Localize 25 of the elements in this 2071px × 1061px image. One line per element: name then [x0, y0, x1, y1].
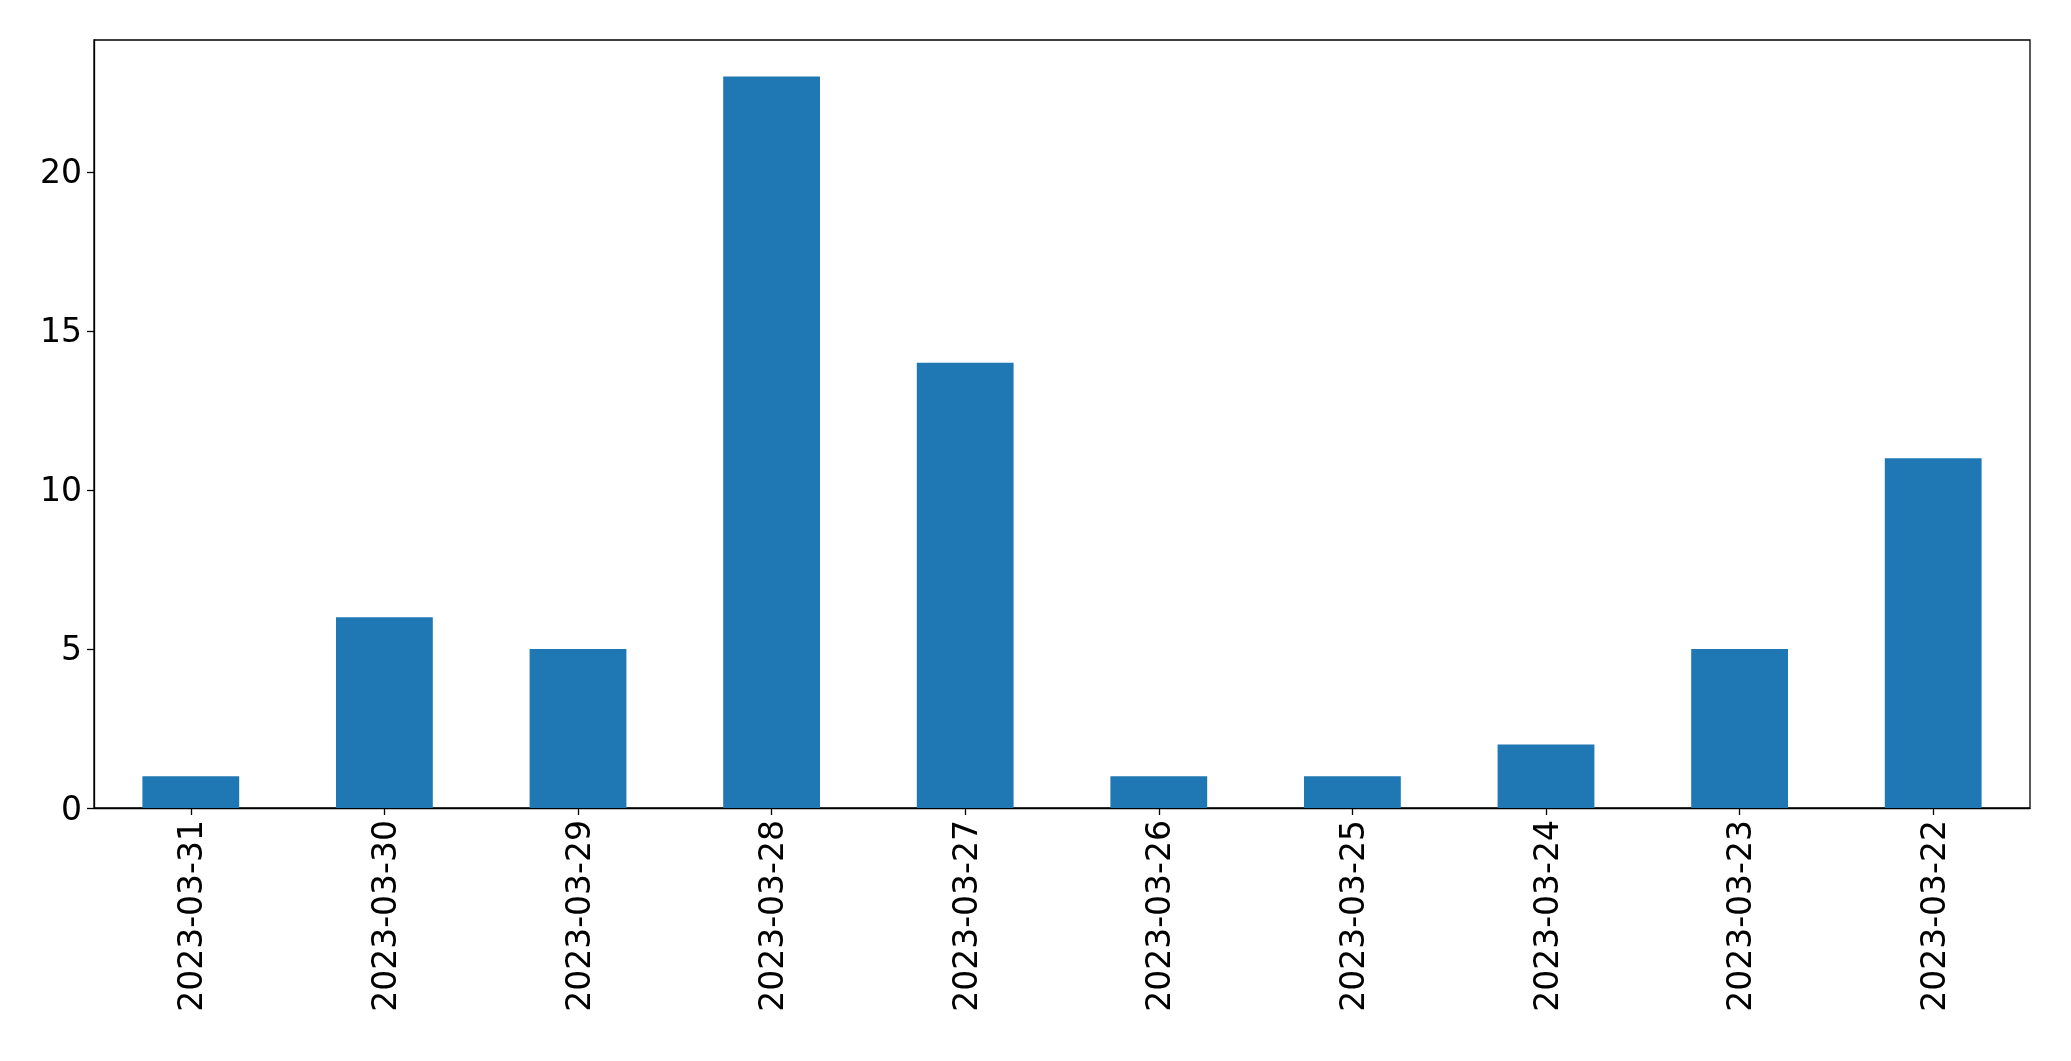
bar	[723, 76, 820, 808]
x-tick-label: 2023-03-28	[752, 820, 792, 1012]
y-tick-label: 10	[40, 470, 82, 510]
x-tick-label: 2023-03-31	[171, 820, 211, 1012]
y-tick-label: 15	[40, 311, 82, 351]
x-tick-label: 2023-03-25	[1332, 820, 1372, 1012]
y-tick-label: 20	[40, 152, 82, 192]
bar	[1110, 776, 1208, 808]
bar	[1497, 744, 1595, 808]
bar	[1304, 776, 1401, 808]
x-tick-label: 2023-03-22	[1913, 820, 1953, 1012]
bar	[142, 776, 240, 808]
x-tick-label: 2023-03-26	[1139, 820, 1179, 1012]
bar	[1884, 458, 1982, 808]
y-tick-label: 0	[61, 788, 82, 828]
x-tick-label: 2023-03-29	[558, 820, 598, 1012]
bar	[1691, 648, 1788, 808]
bar	[916, 362, 1014, 808]
x-tick-label: 2023-03-30	[364, 820, 404, 1012]
x-tick-label: 2023-03-24	[1526, 820, 1566, 1012]
x-tick-label: 2023-03-27	[945, 820, 985, 1012]
y-tick-label: 5	[61, 629, 82, 669]
bar	[529, 648, 627, 808]
x-tick-label: 2023-03-23	[1720, 820, 1760, 1012]
bar	[336, 617, 433, 808]
